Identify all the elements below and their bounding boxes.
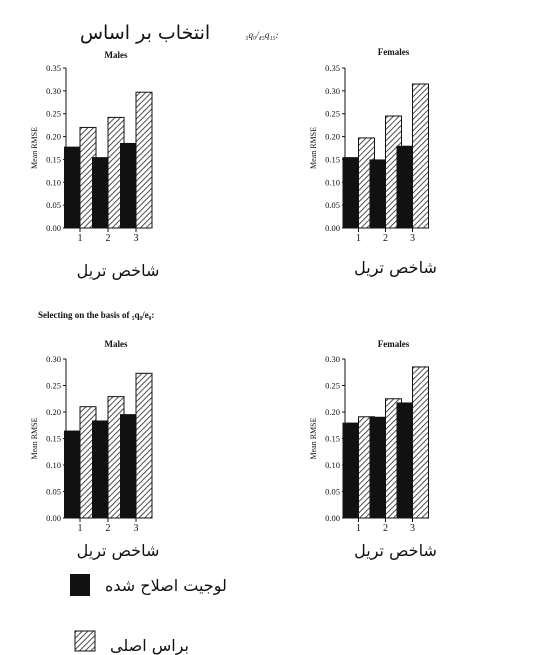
bar-original-3 [412, 83, 429, 229]
x-axis-label: شاخص تریل [77, 541, 160, 561]
y-axis-label: Mean RMSE [30, 127, 39, 169]
y-axis-label: Mean RMSE [30, 417, 39, 459]
y-tick-label: 0.25 [46, 109, 61, 119]
bar-original-3 [135, 91, 153, 229]
y-tick-label: 0.15 [46, 434, 61, 444]
y-tick-label: 0.00 [46, 223, 61, 233]
x-tick-label: 3 [410, 523, 415, 534]
y-tick-label: 0.15 [325, 154, 340, 164]
y-tick-label: 0.25 [46, 381, 61, 391]
x-tick-label: 1 [356, 233, 361, 244]
y-tick-label: 0.10 [325, 177, 340, 187]
bar-adjusted-3 [120, 414, 136, 518]
bar-adjusted-3 [120, 142, 136, 228]
y-tick-label: 0.20 [46, 407, 61, 417]
legend-label-original: براس اصلی [110, 636, 189, 655]
x-axis-label: شاخص تریل [354, 541, 437, 561]
chart-3: Males Mean RMSE 0.00 0.05 0.10 0.15 0.20 0.25 0.… [30, 339, 159, 561]
bar-adjusted-2 [92, 157, 108, 228]
y-tick-label: 0.20 [325, 407, 340, 417]
chart-1: Males Mean RMSE 0.00 0.05 0.10 0.15 0.20 0.25 0.… [30, 50, 159, 281]
chart-title: Males [105, 339, 128, 349]
y-tick-label: 0.30 [46, 354, 61, 364]
x-tick-label: 2 [383, 233, 388, 244]
y-tick-label: 0.00 [325, 513, 340, 523]
bar-adjusted-1 [342, 422, 359, 518]
bar-adjusted-1 [64, 146, 80, 228]
legend-label-adjusted: لوجیت اصلاح شده [105, 576, 227, 596]
chart-title: Females [378, 339, 410, 349]
y-tick-label: 0.10 [46, 177, 61, 187]
y-tick-label: 0.15 [325, 434, 340, 444]
y-tick-label: 0.20 [46, 132, 61, 142]
legend-swatch-original [74, 630, 96, 652]
y-tick-label: 0.05 [46, 487, 61, 497]
bar-original-3 [135, 372, 153, 519]
y-tick-label: 0.20 [325, 132, 340, 142]
bar-adjusted-2 [369, 159, 386, 228]
y-tick-label: 0.05 [325, 487, 340, 497]
y-tick-label: 0.30 [325, 86, 340, 96]
x-axis-label: شاخص تریل [354, 258, 437, 278]
y-tick-label: 0.35 [325, 63, 340, 73]
bar-adjusted-1 [64, 430, 80, 518]
bar-adjusted-3 [396, 145, 413, 228]
y-tick-label: 0.00 [46, 513, 61, 523]
bar-adjusted-2 [92, 420, 108, 518]
section-2-header: Selecting on the basis of ₅q₀/e₀: [38, 310, 154, 320]
bar-adjusted-1 [342, 157, 359, 228]
y-tick-label: 0.15 [46, 154, 61, 164]
x-tick-label: 1 [78, 233, 83, 244]
y-axis-label: Mean RMSE [309, 127, 318, 169]
x-axis-label: شاخص تریل [77, 261, 160, 281]
x-tick-label: 1 [356, 523, 361, 534]
y-tick-label: 0.10 [46, 460, 61, 470]
x-tick-label: 3 [410, 233, 415, 244]
legend-swatch-adjusted [70, 574, 90, 596]
y-tick-label: 0.05 [325, 200, 340, 210]
x-tick-label: 2 [106, 523, 111, 534]
chart-title: Males [105, 50, 128, 60]
x-tick-label: 2 [106, 233, 111, 244]
x-tick-label: 2 [383, 523, 388, 534]
charts-group: Males Mean RMSE 0.00 0.05 0.10 0.15 0.20 0.25 0.… [30, 47, 437, 561]
chart-2: Females Mean RMSE 0.00 0.05 0.10 0.15 0.20 0.25… [309, 47, 437, 278]
chart-4: Females Mean RMSE 0.00 0.05 0.10 0.15 0.20 0.25… [309, 339, 437, 561]
y-tick-label: 0.30 [325, 354, 340, 364]
y-tick-label: 0.10 [325, 460, 340, 470]
x-tick-label: 3 [134, 523, 139, 534]
y-tick-label: 0.25 [325, 109, 340, 119]
y-tick-label: 0.30 [46, 86, 61, 96]
y-tick-label: 0.05 [46, 200, 61, 210]
x-tick-label: 3 [134, 233, 139, 244]
x-tick-label: 1 [78, 523, 83, 534]
y-tick-label: 0.00 [325, 223, 340, 233]
bar-original-3 [412, 366, 429, 519]
y-tick-label: 0.35 [46, 63, 61, 73]
section-1-header-rtl: انتخاب بر اساس [80, 22, 210, 44]
bar-adjusted-2 [369, 416, 386, 518]
bar-adjusted-3 [396, 402, 413, 518]
chart-title: Females [378, 47, 410, 57]
section-1-header-formula: ₅q₀/₄₅q₁₅: [245, 30, 278, 40]
y-axis-label: Mean RMSE [309, 417, 318, 459]
y-tick-label: 0.25 [325, 381, 340, 391]
